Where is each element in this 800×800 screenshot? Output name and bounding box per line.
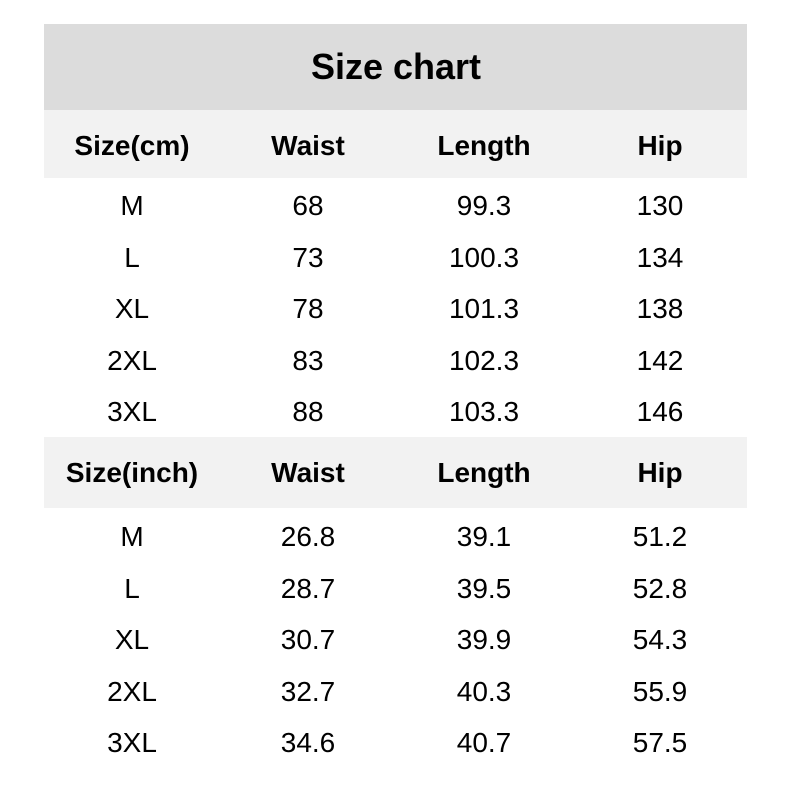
column-header: Waist (271, 457, 345, 488)
table-cell: 39.9 (456, 624, 512, 655)
header-band (44, 437, 747, 508)
table-cell: 40.3 (456, 675, 512, 707)
table-cell: 57.5 (632, 727, 688, 758)
table-cell: 146 (636, 396, 684, 427)
table-cell: M (120, 190, 144, 221)
table-cell: 68 (292, 190, 324, 221)
table-cell: 39.1 (456, 521, 512, 552)
table-cell: 32.7 (280, 675, 336, 707)
table-cell: 88 (292, 396, 324, 427)
table-cell: 2XL (107, 344, 157, 376)
table-cell: 78 (292, 293, 324, 324)
column-header: Length (437, 457, 531, 488)
table-cell: L (124, 241, 140, 273)
table-cell: L (124, 572, 140, 604)
column-header: Length (437, 130, 531, 161)
table-cell: 26.8 (280, 521, 336, 552)
table-cell: 39.5 (456, 572, 512, 604)
table-cell: 83 (292, 344, 324, 376)
table-cell: M (120, 521, 144, 552)
table-cell: 55.9 (632, 675, 688, 707)
table-cell: 73 (292, 241, 324, 273)
table-cell: 40.7 (456, 727, 512, 758)
table-cell: 28.7 (280, 572, 336, 604)
table-cell: 54.3 (632, 624, 688, 655)
table-cell: 102.3 (448, 344, 520, 376)
table-cell: 130 (636, 190, 684, 221)
column-header: Waist (271, 130, 345, 161)
table-cell: 142 (636, 344, 684, 376)
title-band (44, 24, 747, 110)
table-cell: 30.7 (280, 624, 336, 655)
table-cell: 99.3 (456, 190, 512, 221)
table-cell: 3XL (107, 727, 157, 758)
title: Size chart (310, 46, 482, 87)
table-cell: 3XL (107, 396, 157, 427)
table-cell: 100.3 (448, 241, 520, 273)
table-cell: 34.6 (280, 727, 336, 758)
header-band (44, 110, 747, 178)
table-cell: 138 (636, 293, 684, 324)
column-header: Size(cm) (74, 130, 190, 161)
table-cell: XL (114, 624, 150, 655)
table-cell: 51.2 (632, 521, 688, 552)
table-cell: 101.3 (448, 293, 520, 324)
table-cell: 103.3 (448, 396, 520, 427)
table-cell: XL (114, 293, 150, 324)
table-cell: 52.8 (632, 572, 688, 604)
column-header: Hip (637, 457, 683, 488)
table-cell: 2XL (107, 675, 157, 707)
column-header: Hip (637, 130, 683, 161)
column-header: Size(inch) (65, 457, 199, 488)
table-cell: 134 (636, 241, 684, 273)
